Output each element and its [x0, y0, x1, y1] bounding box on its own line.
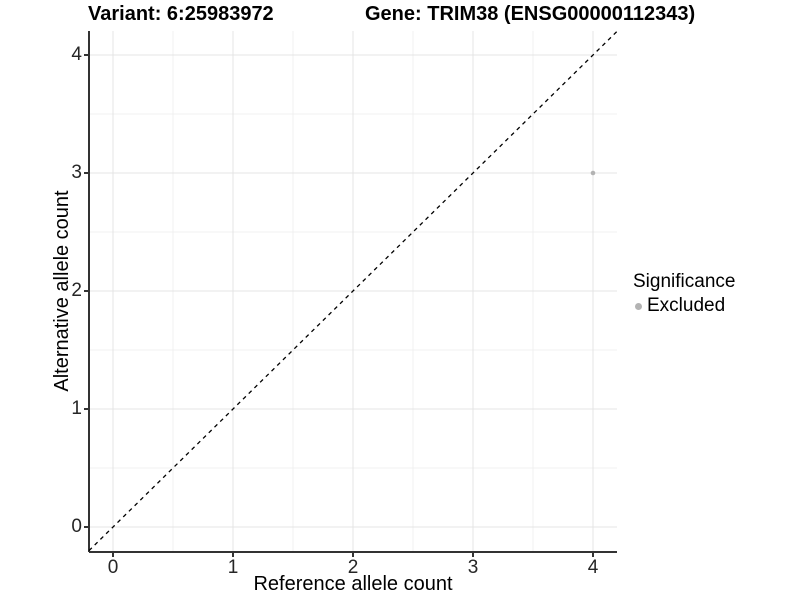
data-point-excluded	[590, 170, 596, 176]
x-tick-label: 0	[107, 557, 119, 578]
gene-title: Gene: TRIM38 (ENSG00000112343)	[365, 3, 696, 25]
x-axis-title: Reference allele count	[253, 573, 453, 595]
legend-title: Significance	[633, 271, 736, 292]
y-tick-label: 0	[71, 516, 82, 537]
y-axis-title: Alternative allele count	[51, 190, 73, 392]
legend-item-label: Excluded	[647, 295, 726, 316]
identity-dashed-line	[88, 30, 618, 552]
y-tick-label: 3	[71, 162, 82, 183]
legend-item-excluded: Excluded	[633, 295, 735, 317]
variant-title: Variant: 6:25983972	[88, 3, 274, 25]
x-tick-label: 4	[587, 557, 599, 578]
x-tick-label: 1	[227, 557, 239, 578]
excluded-point-icon	[635, 302, 642, 310]
x-tick-label: 3	[467, 557, 479, 578]
y-tick-label: 4	[71, 44, 82, 65]
x-tick-label: 2	[347, 557, 359, 578]
y-tick-label: 1	[71, 398, 82, 419]
legend: Significance Excluded	[633, 271, 735, 317]
y-tick-label: 2	[71, 280, 82, 301]
